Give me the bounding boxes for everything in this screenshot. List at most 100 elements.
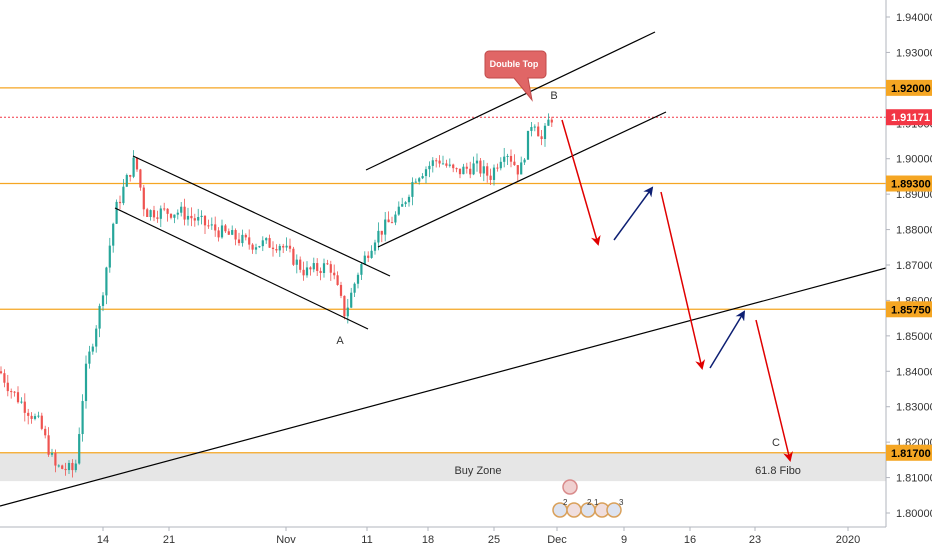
- descending-channel-lower[interactable]: [114, 207, 369, 330]
- candle-body: [424, 169, 428, 177]
- candle-body: [462, 166, 465, 175]
- candle-body: [115, 201, 118, 224]
- candle-body: [319, 270, 322, 273]
- bear-arrow-2[interactable]: [660, 191, 706, 370]
- candle-body: [44, 428, 47, 436]
- candle-body: [516, 165, 519, 175]
- last-price-label: 1.91171: [891, 112, 930, 124]
- candle-body: [47, 435, 50, 455]
- event-count-4: 3: [619, 498, 624, 507]
- candle-body: [142, 187, 145, 210]
- candle-body: [414, 181, 417, 183]
- candle-body: [40, 415, 43, 429]
- candle-body: [275, 249, 278, 251]
- candlesticks: [0, 113, 553, 478]
- candle-body: [254, 247, 258, 250]
- y-tick-label: 1.83000: [896, 402, 932, 414]
- candle-body: [353, 283, 356, 293]
- candle-body: [496, 167, 499, 169]
- candle-body: [173, 214, 176, 218]
- time-axis[interactable]: 14 21 Nov 11 18 25 Dec 9 16 23 2020: [0, 526, 886, 546]
- candle-body: [482, 166, 485, 174]
- x-tick-label: 9: [621, 534, 627, 546]
- candle-body: [441, 163, 445, 165]
- candle-body: [339, 284, 343, 296]
- bear-arrow-1[interactable]: [561, 119, 601, 246]
- candle-body: [64, 468, 67, 471]
- candle-body: [418, 178, 421, 182]
- bull-arrow-1[interactable]: [613, 186, 654, 241]
- ascending-channel-lower[interactable]: [377, 111, 667, 248]
- descending-channel-upper[interactable]: [132, 155, 391, 277]
- candle-body: [428, 165, 431, 170]
- level-tag-label: 1.92000: [891, 83, 931, 95]
- candle-body: [380, 230, 383, 235]
- event-badges[interactable]: 2 2 1 3: [552, 479, 624, 518]
- long-trendline[interactable]: [0, 267, 887, 507]
- candle-body: [526, 130, 530, 160]
- candle-body: [156, 217, 159, 219]
- candle-body: [550, 119, 553, 123]
- candle-body: [547, 119, 550, 126]
- candle-body: [469, 168, 472, 175]
- double-top-label: Double Top: [490, 59, 539, 69]
- candle-body: [346, 307, 349, 317]
- event-flag-top[interactable]: [562, 479, 578, 495]
- candle-body: [166, 208, 169, 214]
- candle-body: [190, 215, 193, 219]
- candle-body: [135, 157, 139, 170]
- candle-body: [278, 245, 281, 251]
- candle-body: [265, 238, 268, 241]
- candle-body: [384, 219, 387, 235]
- y-tick-label: 1.93000: [896, 47, 932, 59]
- candle-body: [231, 230, 234, 235]
- y-tick-label: 1.87000: [896, 260, 932, 272]
- x-tick-label: 25: [488, 534, 500, 546]
- x-tick-label: 18: [422, 534, 434, 546]
- bear-arrow-3[interactable]: [755, 319, 793, 462]
- buy-zone-label: Buy Zone: [454, 465, 501, 477]
- candle-body: [472, 163, 475, 175]
- candle-body: [445, 163, 448, 166]
- candle-body: [407, 196, 411, 203]
- candle-body: [37, 415, 40, 417]
- candle-body: [390, 222, 394, 224]
- candle-body: [3, 373, 6, 383]
- candle-body: [543, 125, 547, 139]
- candle-body: [285, 245, 288, 248]
- y-tick-label: 1.89000: [896, 189, 932, 201]
- double-top-callout[interactable]: Double Top: [484, 50, 547, 102]
- candle-body: [224, 225, 227, 232]
- candle-body: [404, 202, 407, 205]
- candle-body: [506, 155, 509, 157]
- candle-body: [234, 230, 237, 240]
- candle-body: [292, 248, 295, 265]
- level-tag: [886, 444, 932, 461]
- candle-body: [105, 267, 108, 296]
- y-tick-label: 1.84000: [896, 366, 932, 378]
- y-tick-label: 1.94000: [896, 12, 932, 24]
- event-count-3: 1: [594, 498, 599, 507]
- candle-body: [540, 136, 543, 139]
- candle-body: [91, 346, 94, 352]
- trend-lines: [0, 31, 887, 507]
- buy-zone-band: [0, 452, 886, 482]
- event-count-2: 2: [587, 498, 592, 507]
- candle-body: [118, 201, 122, 204]
- y-tick-label: 1.81000: [896, 473, 932, 485]
- candle-body: [350, 292, 353, 308]
- candle-body: [149, 210, 152, 218]
- candle-body: [84, 363, 88, 402]
- bull-arrow-2[interactable]: [709, 310, 746, 369]
- event-flag-5[interactable]: [606, 502, 622, 518]
- price-axis[interactable]: 1.800001.810001.820001.830001.840001.850…: [885, 0, 932, 527]
- candle-body: [387, 219, 390, 223]
- event-flag-2[interactable]: [566, 502, 582, 518]
- candle-body: [302, 269, 305, 276]
- ascending-channel-upper[interactable]: [365, 31, 656, 171]
- candle-body: [152, 210, 156, 218]
- candle-body: [370, 250, 373, 258]
- candle-body: [207, 225, 210, 227]
- candle-body: [50, 452, 54, 455]
